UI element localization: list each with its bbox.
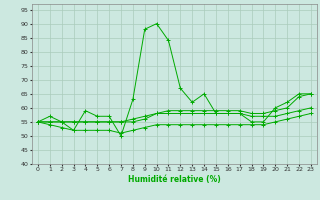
X-axis label: Humidité relative (%): Humidité relative (%) (128, 175, 221, 184)
